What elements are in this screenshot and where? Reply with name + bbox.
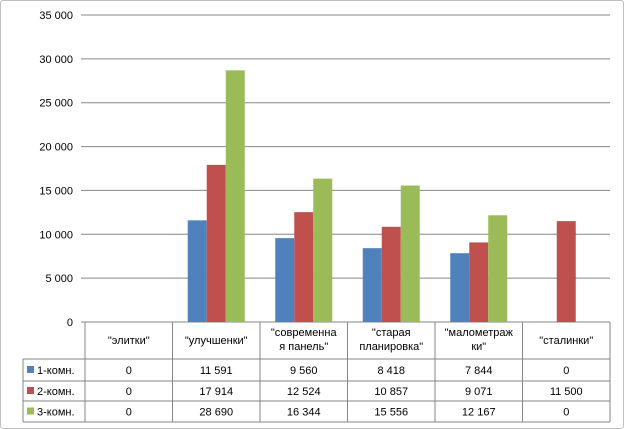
bar — [225, 70, 245, 322]
data-table-value: 16 344 — [287, 407, 321, 419]
bar — [313, 178, 333, 322]
y-tick-label: 35 000 — [39, 10, 73, 22]
y-tick-label: 30 000 — [39, 54, 73, 66]
data-table-value: 8 418 — [377, 365, 405, 377]
category-label: "элитки" — [108, 335, 150, 347]
bar — [400, 185, 420, 322]
category-label: "старая — [372, 327, 411, 339]
data-table-value: 9 071 — [465, 386, 493, 398]
data-table-value: 0 — [563, 407, 569, 419]
y-tick-label: 20 000 — [39, 142, 73, 154]
data-table-value: 12 167 — [462, 407, 496, 419]
legend-swatch — [27, 366, 34, 373]
y-tick-label: 25 000 — [39, 98, 73, 110]
bar — [556, 221, 576, 322]
data-table-value: 0 — [126, 386, 132, 398]
data-table-value: 17 914 — [199, 386, 233, 398]
bar — [275, 238, 295, 322]
legend-label: 2-комн. — [37, 386, 75, 398]
data-table-value: 0 — [126, 407, 132, 419]
data-table-value: 11 500 — [550, 386, 583, 398]
bar — [381, 226, 401, 322]
bar — [362, 248, 382, 322]
data-table-value: 15 556 — [374, 407, 408, 419]
category-label: я панель" — [279, 341, 328, 353]
bar — [294, 212, 314, 322]
legend-swatch — [27, 387, 34, 394]
legend-label: 1-комн. — [37, 365, 75, 377]
data-table-value: 11 591 — [200, 365, 233, 377]
y-tick-label: 10 000 — [39, 229, 73, 241]
bar — [187, 220, 207, 322]
bar — [488, 215, 508, 322]
data-table-value: 28 690 — [199, 407, 233, 419]
legend-swatch — [27, 407, 34, 415]
category-label: ки" — [471, 341, 486, 353]
category-label: "улучшенки" — [185, 335, 248, 347]
y-tick-label: 0 — [67, 317, 73, 329]
bar — [450, 253, 470, 322]
category-label: "современна — [271, 327, 338, 339]
bar — [469, 242, 489, 322]
data-table-value: 7 844 — [465, 365, 493, 377]
legend-label: 3-комн. — [37, 407, 75, 419]
category-label: "сталинки" — [539, 335, 593, 347]
data-table-value: 9 560 — [290, 365, 318, 377]
data-table-value: 0 — [563, 365, 569, 377]
category-label: планировка" — [359, 341, 423, 353]
y-tick-label: 5 000 — [45, 273, 73, 285]
data-table-value: 0 — [126, 365, 132, 377]
data-table-value: 10 857 — [374, 386, 408, 398]
category-label: "малометраж — [445, 327, 514, 339]
y-tick-label: 15 000 — [39, 185, 73, 197]
data-table-value: 12 524 — [287, 386, 321, 398]
bar — [206, 164, 226, 322]
